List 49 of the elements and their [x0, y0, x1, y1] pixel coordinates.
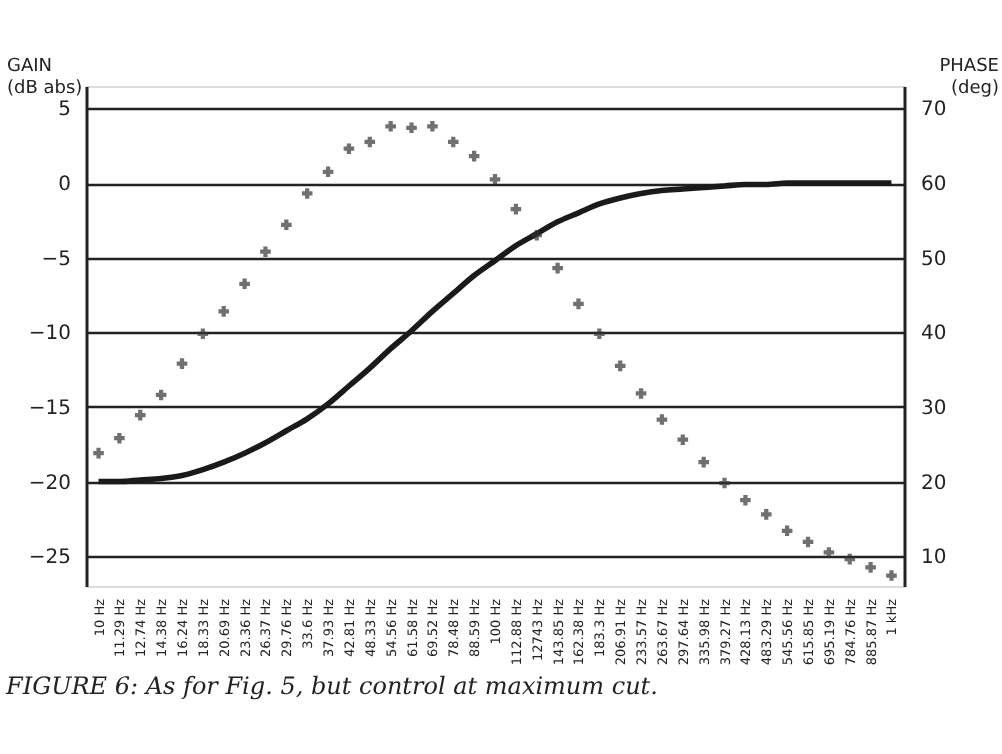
point	[698, 456, 709, 468]
y-tick-label: −5	[41, 248, 71, 271]
point	[781, 525, 793, 537]
point	[385, 121, 396, 132]
point	[760, 509, 772, 520]
point	[260, 246, 271, 257]
y-tick-label: −25	[28, 547, 71, 570]
point	[93, 447, 104, 459]
y2-tick-label: 70	[921, 99, 947, 122]
point	[427, 121, 438, 132]
y2-tick-label: 60	[921, 174, 947, 197]
y2-tick-label: 50	[921, 248, 947, 271]
point	[886, 570, 897, 581]
point	[573, 298, 584, 310]
y-tick-label: 5	[58, 99, 71, 122]
y-tick-label: 0	[58, 174, 71, 197]
point	[176, 358, 188, 369]
y2-tick-label: 20	[921, 472, 947, 495]
point	[865, 562, 876, 573]
point	[844, 553, 856, 565]
point	[114, 432, 125, 444]
point	[531, 229, 543, 241]
y2-tick-label: 40	[921, 323, 947, 346]
point	[281, 219, 292, 231]
point	[635, 388, 647, 399]
point	[677, 434, 689, 446]
point	[823, 547, 835, 558]
y-tick-label: −20	[28, 472, 71, 495]
caption: FIGURE 6: As for Fig. 5, but control at maximum cut.	[4, 672, 658, 701]
point	[719, 477, 730, 489]
point	[740, 494, 751, 506]
point	[552, 262, 563, 274]
y2-tick-label: 10	[921, 547, 947, 570]
point	[218, 306, 230, 317]
point	[197, 328, 209, 340]
y-axis-title: GAIN (dB abs)	[7, 57, 83, 99]
y2-axis-title: PHASE (deg)	[939, 57, 1000, 99]
point	[406, 122, 417, 134]
point	[301, 188, 313, 199]
point	[489, 173, 501, 185]
y-tick-label: −10	[28, 323, 71, 346]
y2-tick-label: 30	[921, 397, 947, 420]
y-tick-label: −15	[28, 397, 71, 420]
point	[656, 414, 668, 425]
point	[343, 143, 355, 154]
point	[447, 136, 459, 148]
point	[594, 328, 605, 340]
point	[134, 409, 146, 421]
point	[239, 278, 250, 290]
